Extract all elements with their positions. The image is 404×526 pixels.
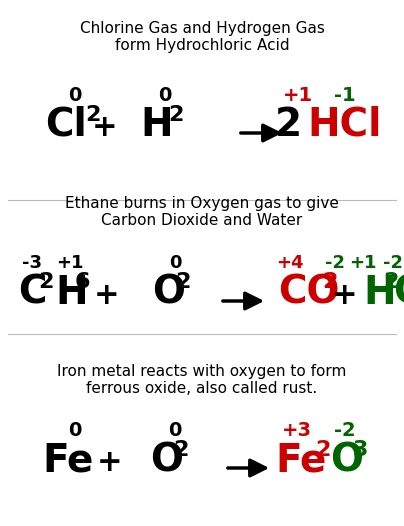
- Text: 2: 2: [38, 272, 53, 292]
- Text: 0: 0: [168, 421, 182, 440]
- Text: O: O: [330, 441, 363, 479]
- Text: H: H: [55, 274, 88, 312]
- Text: -2: -2: [334, 421, 356, 440]
- Text: Iron metal reacts with oxygen to form
ferrous oxide, also called rust.: Iron metal reacts with oxygen to form fe…: [57, 364, 347, 397]
- Text: +: +: [92, 113, 118, 142]
- Text: 2: 2: [173, 440, 188, 460]
- Text: C: C: [18, 274, 46, 312]
- Text: 0: 0: [158, 86, 172, 105]
- Text: Fe: Fe: [275, 441, 326, 479]
- Text: H: H: [140, 106, 173, 144]
- Text: +3: +3: [282, 421, 312, 440]
- Text: +4: +4: [276, 254, 304, 272]
- Text: 2: 2: [383, 272, 398, 292]
- Text: H: H: [363, 274, 396, 312]
- Text: O: O: [150, 441, 183, 479]
- Text: CO: CO: [278, 274, 339, 312]
- Text: -3: -3: [22, 254, 42, 272]
- Text: 3: 3: [353, 440, 368, 460]
- Text: O: O: [152, 274, 185, 312]
- Text: 2: 2: [85, 105, 100, 125]
- Text: 6: 6: [75, 272, 90, 292]
- Text: 2: 2: [275, 106, 302, 144]
- Text: +: +: [94, 281, 120, 310]
- Text: +1: +1: [56, 254, 84, 272]
- Text: -2: -2: [325, 254, 345, 272]
- Text: +: +: [332, 281, 358, 310]
- Text: Chlorine Gas and Hydrogen Gas
form Hydrochloric Acid: Chlorine Gas and Hydrogen Gas form Hydro…: [80, 21, 324, 54]
- Text: 0: 0: [68, 86, 82, 105]
- Text: O: O: [393, 274, 404, 312]
- Text: Ethane burns in Oxygen gas to give
Carbon Dioxide and Water: Ethane burns in Oxygen gas to give Carbo…: [65, 196, 339, 228]
- Text: 2: 2: [315, 440, 330, 460]
- Text: 2: 2: [175, 272, 190, 292]
- Text: 2: 2: [168, 105, 183, 125]
- Text: 0: 0: [68, 421, 82, 440]
- Text: +: +: [97, 448, 123, 477]
- Text: -2: -2: [383, 254, 403, 272]
- Text: Fe: Fe: [42, 441, 93, 479]
- Text: HCl: HCl: [307, 106, 381, 144]
- Text: Cl: Cl: [45, 106, 87, 144]
- Text: 0: 0: [169, 254, 181, 272]
- Text: 2: 2: [322, 272, 337, 292]
- Text: +1: +1: [283, 86, 313, 105]
- Text: +1: +1: [349, 254, 377, 272]
- Text: -1: -1: [334, 86, 356, 105]
